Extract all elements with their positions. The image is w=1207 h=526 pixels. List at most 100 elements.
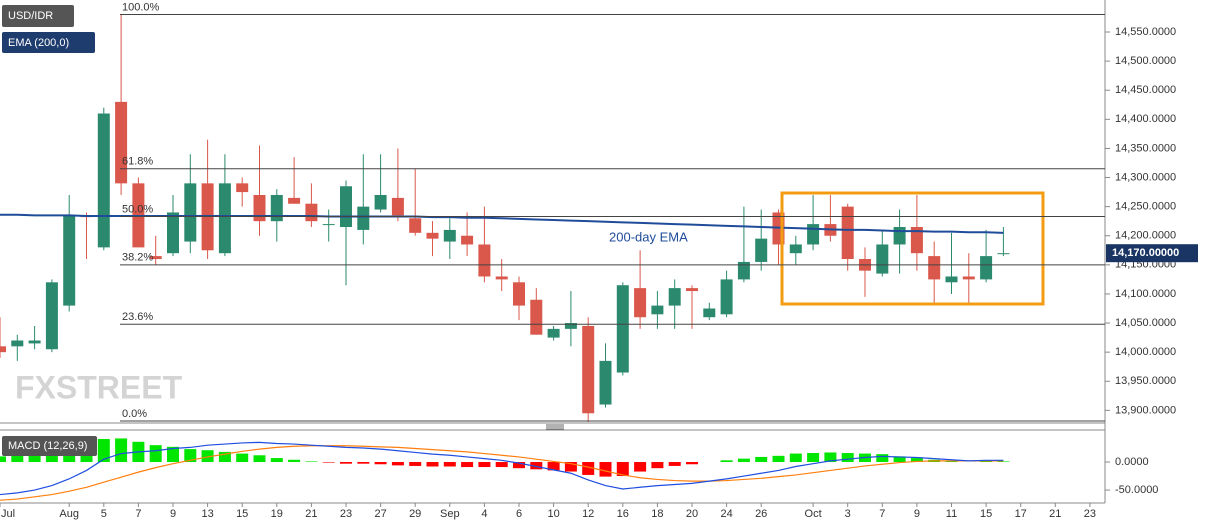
macd-tick-label: -50.0000 [1115,484,1158,496]
fib-label: 61.8% [122,156,153,168]
y-tick-label: 14,050.0000 [1115,317,1176,329]
x-tick-label: 9 [170,508,176,520]
x-tick-label: 5 [101,508,107,520]
candle-body [962,276,975,280]
y-tick-label: 13,900.0000 [1115,404,1176,416]
macd-tick-label: 0.0000 [1115,456,1149,468]
macd-histogram-bar [461,462,474,468]
macd-histogram-bar [755,456,768,463]
fib-label: 50.0% [122,203,153,215]
macd-histogram-bar [980,461,993,463]
candle-body [755,238,768,262]
candle-body [288,197,301,204]
x-tick-label: Aug [59,508,79,520]
signal-line [0,445,1004,501]
macd-histogram-bar [184,449,197,463]
macd-histogram-bar [374,462,387,465]
candle-body [997,253,1010,255]
candle-body [599,360,612,405]
macd-histogram-bar [668,462,681,466]
x-tick-label: 9 [914,508,920,520]
candle-body [218,183,231,254]
candle-body [789,244,802,254]
macd-box[interactable] [2,436,97,456]
macd-histogram-bar [167,446,179,463]
candle-body [564,323,577,329]
candle-body [582,325,595,414]
watermark: FXSTREET [15,369,183,405]
candle-body [115,101,128,184]
candle-body [253,194,266,222]
macd-histogram-bar [513,462,525,469]
candle-body [530,299,543,335]
y-tick-label: 14,550.0000 [1115,26,1176,38]
macd-histogram-bar [893,456,906,463]
macd-histogram-bar [564,462,577,472]
macd-histogram-bar [236,453,249,463]
range-box [780,191,1045,306]
macd-histogram-bar [997,461,1010,463]
ema-line [0,213,1004,234]
candle-body [28,340,41,344]
x-tick-label: 27 [374,508,386,520]
symbol-box[interactable] [2,5,74,27]
candle-body [461,235,474,245]
candle-body [236,183,249,193]
macd-histogram-bar [45,453,58,463]
candle-body [63,215,76,306]
candle-body [270,194,283,222]
plot-area [0,14,1010,501]
macd-histogram-bar [322,462,335,463]
macd-histogram-bar [686,462,698,465]
macd-histogram-bar [651,462,664,469]
macd-histogram-bar [478,462,491,468]
macd-histogram-bar [789,453,802,463]
x-tick-label: 15 [236,508,248,520]
macd-histogram-bar [634,462,647,472]
macd-histogram-bar [876,454,889,463]
candle-body [184,183,197,242]
macd-histogram-bar [288,459,301,463]
macd-histogram-bar [426,462,439,467]
candle-body [807,224,820,245]
x-tick-label: 12 [582,508,594,520]
y-tick-label: 14,350.0000 [1115,142,1176,154]
y-tick-label: 14,450.0000 [1115,84,1176,96]
ema-annotation: 200-day EMA [609,229,688,244]
candle-body [305,203,318,222]
macd-histogram-bar [97,438,110,463]
symbol-label: USD/IDR [8,10,53,22]
macd-histogram-bar [305,461,318,463]
fib-label: 100.0% [122,1,160,13]
fib-label: 38.2% [122,252,153,264]
macd-histogram-bar [599,462,612,477]
x-tick-label: 10 [547,508,559,520]
indicator-box[interactable] [2,32,95,53]
y-tick-label: 14,200.0000 [1115,230,1176,242]
candle-body [547,328,560,338]
macd-histogram-bar [737,458,750,463]
x-tick-label: 23 [340,508,352,520]
macd-histogram-bar [495,462,508,468]
candle-body [616,285,629,373]
macd-histogram-bar [201,450,214,463]
macd-histogram-bar [270,458,283,463]
pane-handle[interactable] [546,424,564,430]
candle-body [391,197,404,216]
macd-label: MACD (12,26,9) [8,440,87,452]
macd-histogram-bar [824,452,837,463]
candle-body [340,186,352,228]
macd-histogram-bar [807,453,820,463]
candle-body [11,340,24,347]
macd-histogram-bar [218,451,231,463]
candle-body [634,288,647,318]
macd-histogram-bar [253,455,266,463]
candle-body [426,232,439,239]
candle-body [980,256,993,280]
macd-histogram-bar [115,438,128,463]
candle-body [651,305,664,315]
candle-body [876,244,889,274]
candle-body [167,212,179,254]
macd-histogram-bar [910,458,923,463]
